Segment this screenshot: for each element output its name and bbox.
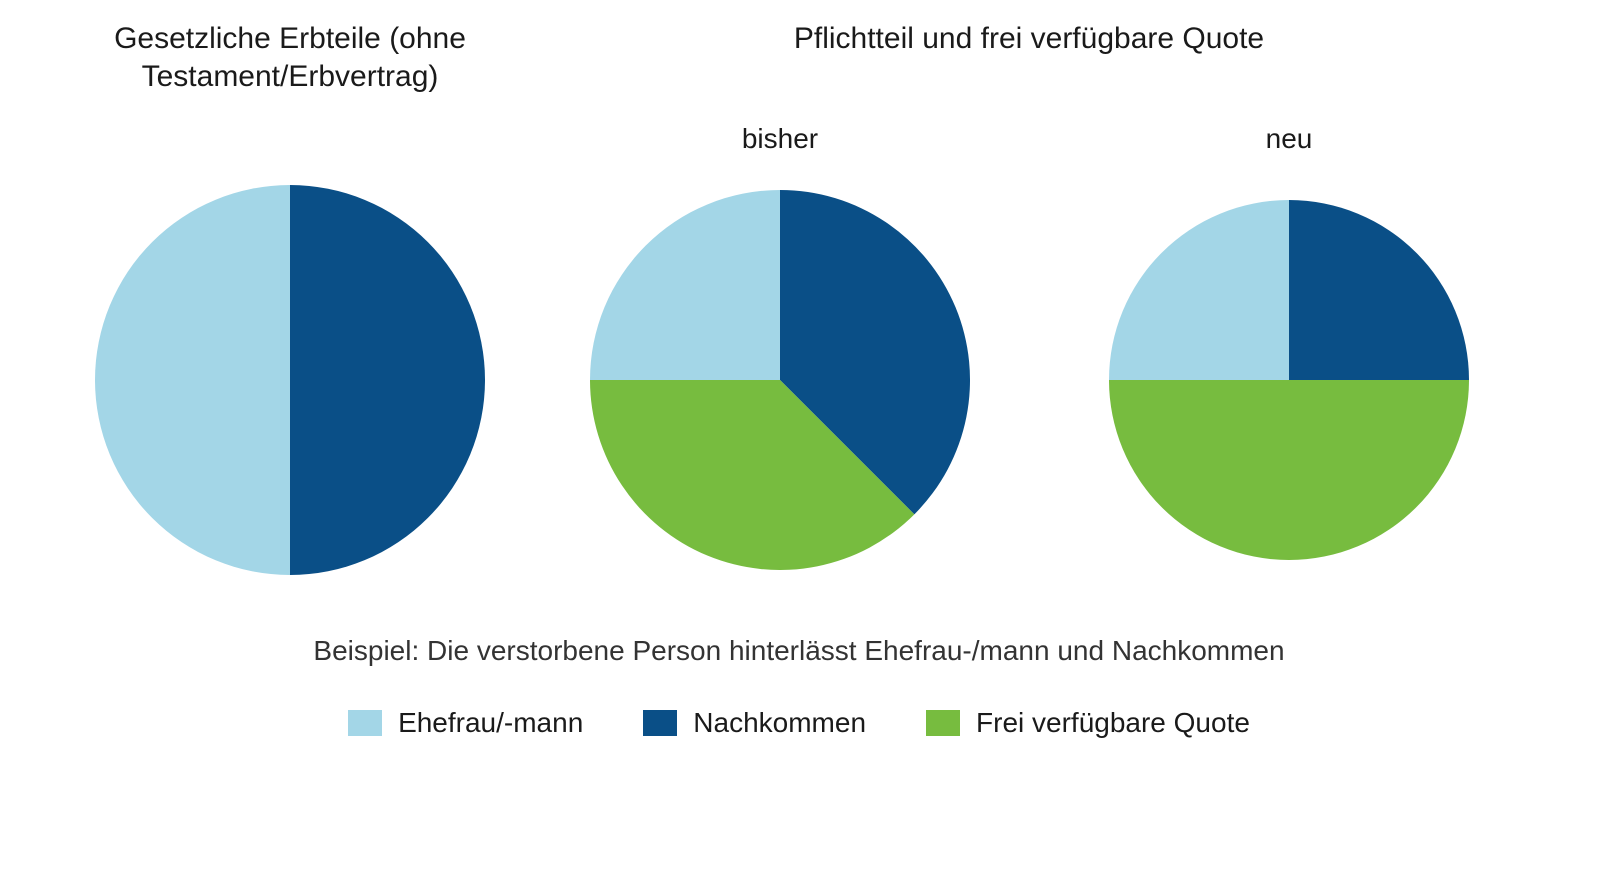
legend-swatch-frei bbox=[926, 710, 960, 736]
heading-left-col: Gesetzliche Erbteile (ohne Testament/Erb… bbox=[60, 20, 520, 95]
legend-label-nachkommen: Nachkommen bbox=[693, 707, 866, 739]
subhead-bisher-col: bisher bbox=[520, 123, 1040, 155]
legend-label-ehefrau: Ehefrau/-mann bbox=[398, 707, 583, 739]
figure-root: Gesetzliche Erbteile (ohne Testament/Erb… bbox=[0, 0, 1598, 880]
legend-item-frei: Frei verfügbare Quote bbox=[926, 707, 1250, 739]
heading-left: Gesetzliche Erbteile (ohne Testament/Erb… bbox=[60, 20, 520, 95]
heading-right-col: Pflichtteil und frei verfügbare Quote bbox=[520, 20, 1538, 58]
pie-chart-gesetzlich bbox=[95, 185, 485, 575]
subheading-bisher: bisher bbox=[520, 123, 1040, 155]
legend-swatch-ehefrau bbox=[348, 710, 382, 736]
pie-slice-ehefrau bbox=[1109, 200, 1289, 380]
chart-cell-neu bbox=[1040, 200, 1538, 560]
headings-row: Gesetzliche Erbteile (ohne Testament/Erb… bbox=[60, 20, 1538, 95]
legend: Ehefrau/-mann Nachkommen Frei verfügbare… bbox=[60, 707, 1538, 739]
subheading-neu: neu bbox=[1040, 123, 1538, 155]
charts-row bbox=[60, 185, 1538, 575]
subhead-spacer bbox=[60, 123, 520, 155]
pie-chart-bisher bbox=[590, 190, 970, 570]
pie-slice-ehefrau bbox=[95, 185, 290, 575]
pie-slice-nachkommen bbox=[290, 185, 485, 575]
legend-item-ehefrau: Ehefrau/-mann bbox=[348, 707, 583, 739]
legend-label-frei: Frei verfügbare Quote bbox=[976, 707, 1250, 739]
legend-swatch-nachkommen bbox=[643, 710, 677, 736]
legend-item-nachkommen: Nachkommen bbox=[643, 707, 866, 739]
pie-slice-frei bbox=[1109, 380, 1469, 560]
heading-right: Pflichtteil und frei verfügbare Quote bbox=[520, 20, 1538, 58]
pie-slice-ehefrau bbox=[590, 190, 780, 380]
caption-text: Beispiel: Die verstorbene Person hinterl… bbox=[60, 635, 1538, 667]
chart-cell-bisher bbox=[520, 190, 1040, 570]
pie-slice-nachkommen bbox=[1289, 200, 1469, 380]
subheadings-row: bisher neu bbox=[60, 123, 1538, 155]
subhead-neu-col: neu bbox=[1040, 123, 1538, 155]
chart-cell-gesetzlich bbox=[60, 185, 520, 575]
pie-chart-neu bbox=[1109, 200, 1469, 560]
